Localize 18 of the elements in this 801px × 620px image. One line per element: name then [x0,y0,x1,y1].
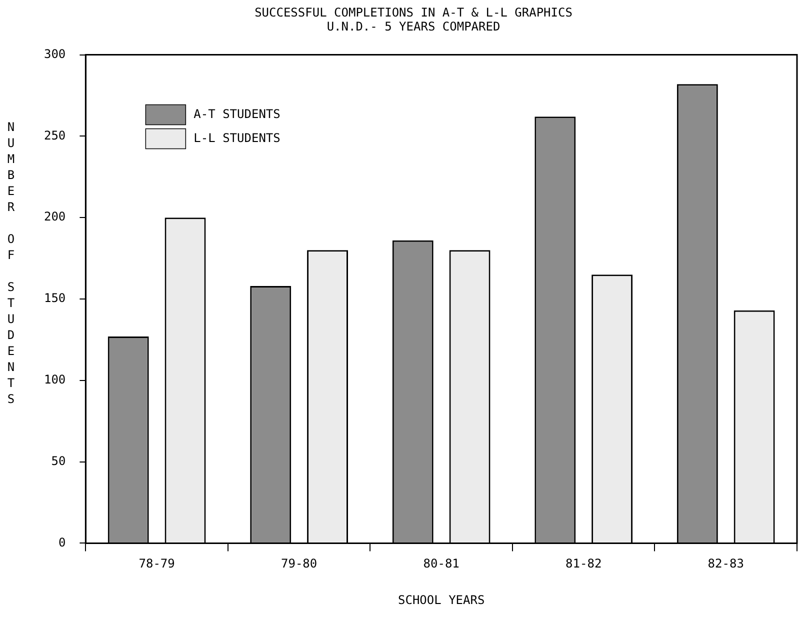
y-tick-label: 200 [44,210,66,224]
y-tick-label: 0 [58,535,66,550]
y-axis-title: NUMBER OF STUDENTS [4,120,18,408]
x-tick-label: 81-82 [566,556,602,571]
y-tick-label: 50 [51,454,66,468]
chart-subtitle: U.N.D.- 5 YEARS COMPARED [326,20,500,34]
y-tick-label: 100 [44,372,66,387]
x-axis-title: SCHOOL YEARS [398,592,485,607]
legend-label: L-L STUDENTS [194,130,280,145]
y-tick-label: 250 [44,128,66,142]
legend-label: A-T STUDENTS [194,106,280,121]
y-tick-label: 150 [44,291,66,306]
x-tick-label: 80-81 [423,556,460,571]
x-tick-label: 82-83 [708,556,744,571]
chart-title: SUCCESSFUL COMPLETIONS IN A-T & L-L GRAPHICS [254,5,572,20]
x-tick-label: 79-80 [281,556,318,571]
x-tick-label: 78-79 [138,556,175,571]
y-tick-label: 300 [44,46,66,61]
